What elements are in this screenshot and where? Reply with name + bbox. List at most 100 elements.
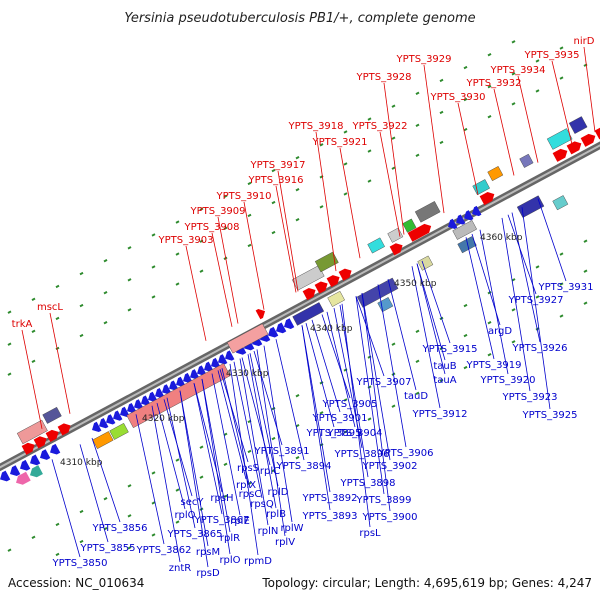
scale-tick xyxy=(511,40,516,44)
scale-tick xyxy=(151,501,156,505)
reverse-gene-arrow xyxy=(211,357,221,369)
reverse-gene-label: zntR xyxy=(169,563,192,574)
label-leader-line xyxy=(151,405,181,563)
reverse-gene-arrow xyxy=(0,470,11,482)
reverse-gene-label: YPTS_3904 xyxy=(326,428,382,439)
scale-tick xyxy=(415,359,420,363)
label-leader-line xyxy=(377,284,407,448)
scale-tick xyxy=(463,333,468,338)
kbp-label: 4330 kbp xyxy=(226,369,269,379)
reverse-gene-label: rpsD xyxy=(196,568,220,579)
label-leader-line xyxy=(341,303,371,528)
label-leader-line xyxy=(201,378,231,533)
scale-tick xyxy=(7,342,12,346)
reverse-gene-arrow xyxy=(134,399,144,410)
scale-tick xyxy=(247,243,252,248)
reverse-gene-arrow xyxy=(268,326,279,338)
reverse-strand-labels: YPTS_3850 YPTS_3855 YPTS_3856 zntR YPTS_3862… xyxy=(51,282,593,579)
label-leader-line xyxy=(355,296,385,495)
forward-gene-label: YPTS_3903 xyxy=(157,235,213,246)
label-leader-line xyxy=(471,233,501,326)
label-leader-line xyxy=(551,60,573,145)
scale-tick xyxy=(367,417,372,421)
genome-info-text: Topology: circular; Length: 4,695,619 bp… xyxy=(261,576,592,590)
scale-tick xyxy=(367,117,372,121)
label-leader-line xyxy=(217,216,239,324)
forward-gene-label: YPTS_3935 xyxy=(523,50,579,61)
reverse-gene-label: YPTS_3920 xyxy=(479,375,535,386)
scale-tick xyxy=(463,65,468,70)
reverse-gene-label: YPTS_3896 xyxy=(333,449,389,460)
reverse-gene-arrow xyxy=(284,318,295,329)
label-leader-line xyxy=(301,325,331,493)
label-leader-line xyxy=(233,361,263,499)
scale-tick xyxy=(535,295,540,299)
scale-tick xyxy=(7,548,12,552)
reverse-gene-label: rpmD xyxy=(244,556,272,567)
reverse-gene-arrow xyxy=(30,454,41,466)
scale-tick xyxy=(583,301,588,305)
reverse-gene-arrow xyxy=(50,443,61,455)
scale-tick xyxy=(559,282,564,286)
reverse-gene-label: tauA xyxy=(433,375,456,386)
scale-tick xyxy=(295,456,300,460)
scale-tick xyxy=(415,329,420,333)
scale-tick xyxy=(343,130,348,134)
scale-tick xyxy=(511,340,516,344)
label-leader-line xyxy=(275,339,305,461)
label-leader-line xyxy=(243,201,265,310)
scale-tick xyxy=(127,246,132,250)
scale-tick xyxy=(55,284,60,289)
scale-tick xyxy=(487,320,492,325)
reverse-gene-arrow xyxy=(448,218,458,229)
scale-tick xyxy=(103,497,108,501)
label-leader-line xyxy=(241,357,271,466)
scale-tick xyxy=(415,391,420,395)
scale-tick xyxy=(319,143,324,147)
reverse-gene-arrow xyxy=(20,459,31,471)
scale-tick xyxy=(103,321,108,325)
scale-tick xyxy=(31,535,36,540)
label-leader-line xyxy=(321,314,351,399)
gene-block xyxy=(402,218,417,233)
scale-tick xyxy=(559,314,564,318)
scale-tick xyxy=(343,398,348,402)
label-leader-line xyxy=(275,185,297,293)
label-leader-line xyxy=(211,232,233,327)
scale-tick xyxy=(319,411,324,415)
label-leader-line xyxy=(423,64,445,214)
forward-gene-arrow xyxy=(57,423,71,436)
reverse-gene-label: YPTS_3927 xyxy=(507,295,563,306)
scale-tick xyxy=(463,365,468,370)
scale-tick xyxy=(463,97,468,102)
label-leader-line xyxy=(339,147,361,259)
gene-block xyxy=(92,431,114,450)
scale-tick xyxy=(151,265,156,269)
reverse-gene-label: rplB xyxy=(266,509,286,520)
reverse-gene-label: argD xyxy=(488,326,512,337)
reverse-gene-label: rplX xyxy=(236,480,256,491)
label-leader-line xyxy=(193,383,223,515)
reverse-gene-arrow xyxy=(176,376,186,387)
forward-gene-arrow xyxy=(21,442,35,455)
scale-tick xyxy=(319,205,324,209)
gene-block xyxy=(487,166,504,182)
reverse-gene-arrow xyxy=(10,465,21,476)
reverse-gene-label: YPTS_3862 xyxy=(135,545,191,556)
reverse-gene-label: rpsL xyxy=(359,528,381,539)
scale-tick xyxy=(55,522,60,527)
label-leader-line xyxy=(361,293,391,512)
reverse-gene-arrow xyxy=(169,380,179,391)
scale-tick xyxy=(175,520,180,524)
scale-tick xyxy=(175,220,180,224)
label-leader-line xyxy=(49,312,71,414)
forward-gene-arrow xyxy=(302,287,316,301)
scale-tick xyxy=(55,316,60,321)
reverse-gene-label: rplQ xyxy=(174,510,195,521)
label-leader-line xyxy=(383,82,405,235)
gene-block xyxy=(16,419,48,445)
scale-tick xyxy=(271,436,276,441)
gene-block xyxy=(417,255,434,271)
reverse-gene-arrow xyxy=(141,395,151,406)
scale-tick xyxy=(103,259,108,263)
